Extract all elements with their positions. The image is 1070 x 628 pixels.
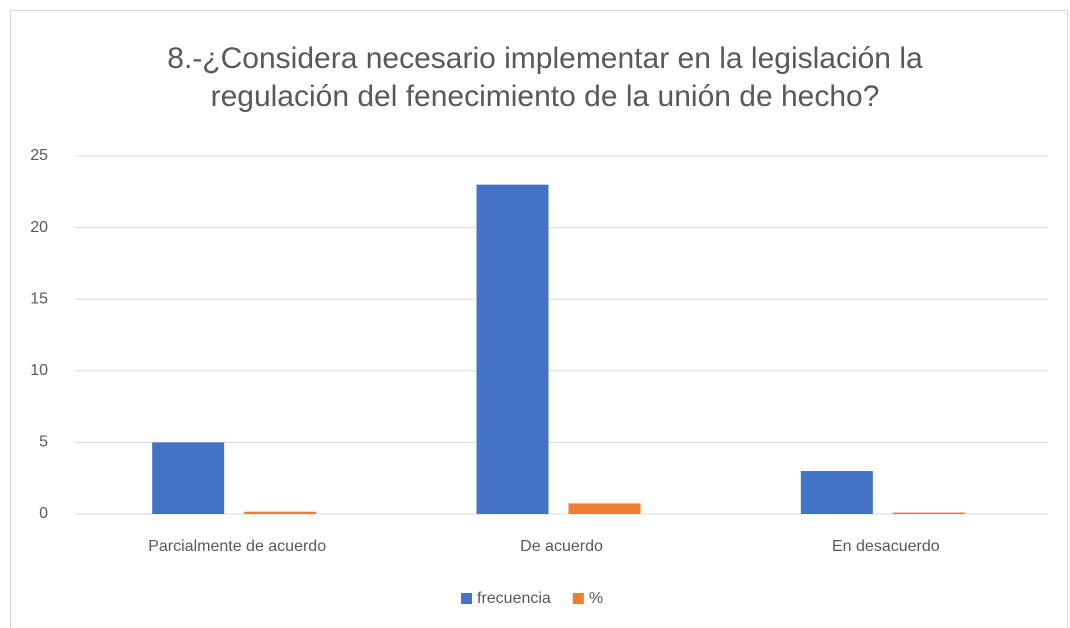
x-tick-label: Parcialmente de acuerdo (148, 538, 326, 555)
x-tick-label: De acuerdo (520, 538, 603, 555)
bar (152, 442, 225, 514)
y-tick-label: 15 (30, 290, 48, 307)
y-tick-label: 25 (30, 147, 48, 164)
chart-title: 8.-¿Considera necesario implementar en l… (167, 42, 923, 113)
legend-swatch (572, 593, 584, 604)
bar (892, 512, 965, 514)
bar (800, 471, 873, 514)
legend-swatch (461, 593, 472, 604)
y-tick-label: 0 (39, 505, 48, 522)
legend-label: frecuencia (477, 590, 551, 607)
legend-label: % (589, 590, 603, 607)
x-tick-label: En desacuerdo (832, 538, 940, 555)
y-tick-label: 20 (30, 219, 48, 236)
y-tick-label: 5 (39, 434, 48, 451)
bar (476, 184, 549, 514)
bar (244, 511, 317, 514)
bar (568, 503, 641, 514)
y-tick-label: 10 (30, 362, 48, 379)
